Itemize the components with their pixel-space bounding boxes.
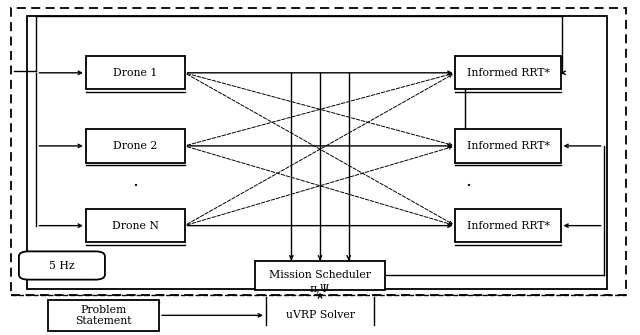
Bar	[456, 129, 561, 162]
Text: Drone N: Drone N	[112, 221, 159, 230]
Bar	[47, 299, 159, 331]
Text: ·: ·	[465, 177, 471, 195]
Text: π,Ψ: π,Ψ	[310, 283, 330, 293]
Text: Informed RRT*: Informed RRT*	[467, 221, 549, 230]
Text: ·: ·	[132, 177, 138, 195]
Text: Drone 2: Drone 2	[113, 141, 157, 151]
Text: Mission Scheduler: Mission Scheduler	[269, 270, 371, 280]
Bar	[86, 129, 184, 162]
Bar	[456, 209, 561, 242]
Text: 5 Hz: 5 Hz	[49, 261, 75, 270]
Bar	[255, 261, 385, 290]
Bar	[86, 209, 184, 242]
Text: Drone 1: Drone 1	[113, 68, 157, 78]
Text: Informed RRT*: Informed RRT*	[467, 68, 549, 78]
Bar	[27, 16, 607, 289]
Bar	[86, 56, 184, 89]
Bar	[456, 56, 561, 89]
Text: Problem
Statement: Problem Statement	[75, 305, 132, 326]
FancyBboxPatch shape	[19, 251, 105, 280]
Text: uVRP Solver: uVRP Solver	[285, 310, 355, 320]
Text: Informed RRT*: Informed RRT*	[467, 141, 549, 151]
Bar	[11, 8, 626, 295]
